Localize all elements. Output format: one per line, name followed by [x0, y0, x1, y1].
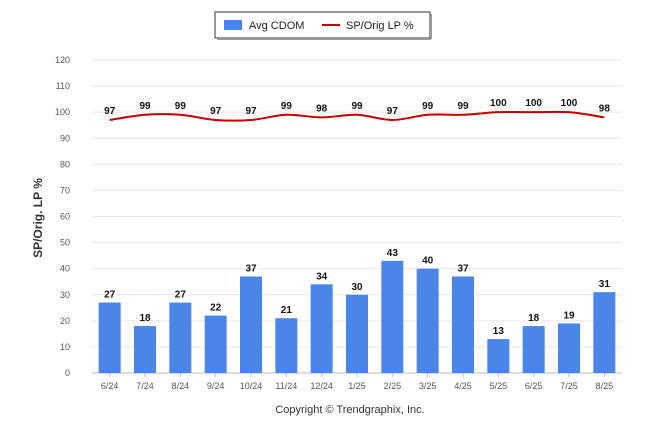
line-data-label: 98	[316, 103, 328, 114]
x-tick-label: 3/25	[419, 381, 437, 391]
legend: Avg CDOM SP/Orig LP %	[214, 11, 432, 40]
line-series: 97 99 99 97 97 99 98 99 97 99 99 100 100 100 98	[104, 98, 611, 122]
x-axis-ticks: 6/24 7/24 8/24 9/24 10/24 11/24 12/24 1/25 2/25 3…	[101, 373, 613, 391]
bar-data-label: 30	[351, 282, 363, 293]
line-data-label: 99	[422, 101, 434, 112]
bar-avg-cdom	[240, 276, 262, 373]
line-data-label: 97	[210, 106, 222, 117]
x-tick-label: 8/24	[172, 381, 190, 391]
bar-avg-cdom	[98, 302, 121, 373]
y-tick-label: 0	[65, 368, 70, 378]
bar-data-label: 34	[316, 271, 328, 282]
bar-avg-cdom	[204, 315, 227, 373]
line-data-label: 100	[490, 98, 507, 109]
y-tick-label: 120	[55, 55, 70, 65]
bar-avg-cdom	[558, 323, 580, 373]
y-tick-label: 80	[60, 159, 70, 169]
bar-avg-cdom	[381, 260, 404, 373]
x-tick-label: 11/24	[275, 381, 297, 391]
y-axis-title: SP/Orig. LP %	[31, 178, 45, 258]
legend-swatch-bar	[224, 20, 242, 30]
y-tick-label: 60	[60, 212, 70, 222]
y-tick-label: 10	[60, 342, 70, 352]
x-tick-label: 5/25	[490, 381, 508, 391]
line-data-label: 99	[281, 101, 293, 112]
bar-avg-cdom	[416, 268, 439, 373]
bar-data-label: 43	[387, 248, 399, 259]
line-data-label: 100	[561, 98, 578, 109]
x-tick-label: 12/24	[310, 381, 333, 391]
bar-avg-cdom	[134, 326, 156, 373]
line-data-label: 99	[457, 101, 469, 112]
x-tick-label: 6/24	[101, 381, 119, 391]
y-tick-label: 20	[60, 316, 70, 326]
legend-label-line: SP/Orig LP %	[346, 20, 414, 32]
x-tick-label: 6/25	[525, 381, 543, 391]
bar-data-label: 22	[210, 303, 222, 314]
bar-avg-cdom	[169, 302, 192, 373]
y-tick-label: 40	[60, 264, 70, 274]
copyright-credit: Copyright © Trendgraphix, Inc.	[275, 404, 424, 416]
y-tick-label: 100	[55, 107, 70, 117]
bar-data-label: 13	[493, 326, 505, 337]
bar-data-label: 27	[175, 290, 187, 301]
x-tick-label: 4/25	[454, 381, 472, 391]
bar-avg-cdom	[452, 276, 474, 373]
x-tick-label: 2/25	[384, 381, 402, 391]
x-tick-label: 7/24	[136, 381, 154, 391]
bar-data-label: 37	[245, 263, 257, 274]
y-tick-label: 90	[60, 133, 70, 143]
bar-avg-cdom	[346, 294, 368, 373]
bar-avg-cdom	[522, 326, 545, 373]
y-tick-label: 30	[60, 290, 70, 300]
bar-data-label: 27	[104, 290, 116, 301]
y-tick-label: 50	[60, 238, 70, 248]
x-tick-label: 7/25	[560, 381, 578, 391]
bar-avg-cdom	[310, 284, 333, 373]
line-data-label: 99	[351, 101, 363, 112]
line-data-label: 97	[104, 106, 116, 117]
bars: 27 18 27 22 37 21 34 30 43 40 37 13 18 19 31	[98, 248, 616, 373]
bar-avg-cdom	[593, 292, 616, 373]
x-tick-label: 8/25	[596, 381, 614, 391]
line-data-label: 98	[599, 103, 611, 114]
line-sp-orig-lp	[109, 110, 605, 122]
bar-avg-cdom	[275, 318, 298, 373]
x-tick-label: 1/25	[348, 381, 366, 391]
bar-data-label: 19	[563, 310, 575, 321]
y-tick-label: 110	[56, 81, 70, 91]
y-tick-label: 70	[60, 185, 70, 195]
bar-data-label: 21	[281, 305, 293, 316]
legend-label-bar: Avg CDOM	[249, 20, 304, 32]
line-data-label: 97	[245, 106, 257, 117]
bar-avg-cdom	[487, 339, 510, 373]
bar-data-label: 37	[457, 263, 469, 274]
bar-data-label: 40	[422, 256, 434, 267]
line-data-label: 97	[387, 106, 399, 117]
line-data-label: 99	[175, 101, 187, 112]
bar-data-label: 31	[599, 279, 611, 290]
x-tick-label: 10/24	[240, 381, 263, 391]
bar-data-label: 18	[139, 313, 151, 324]
y-axis-ticks: 0 10 20 30 40 50 60 70 80 90 100 110 120	[55, 55, 70, 378]
line-data-label: 99	[139, 101, 151, 112]
bar-data-label: 18	[528, 313, 540, 324]
x-tick-label: 9/24	[207, 381, 225, 391]
line-data-label: 100	[525, 98, 542, 109]
